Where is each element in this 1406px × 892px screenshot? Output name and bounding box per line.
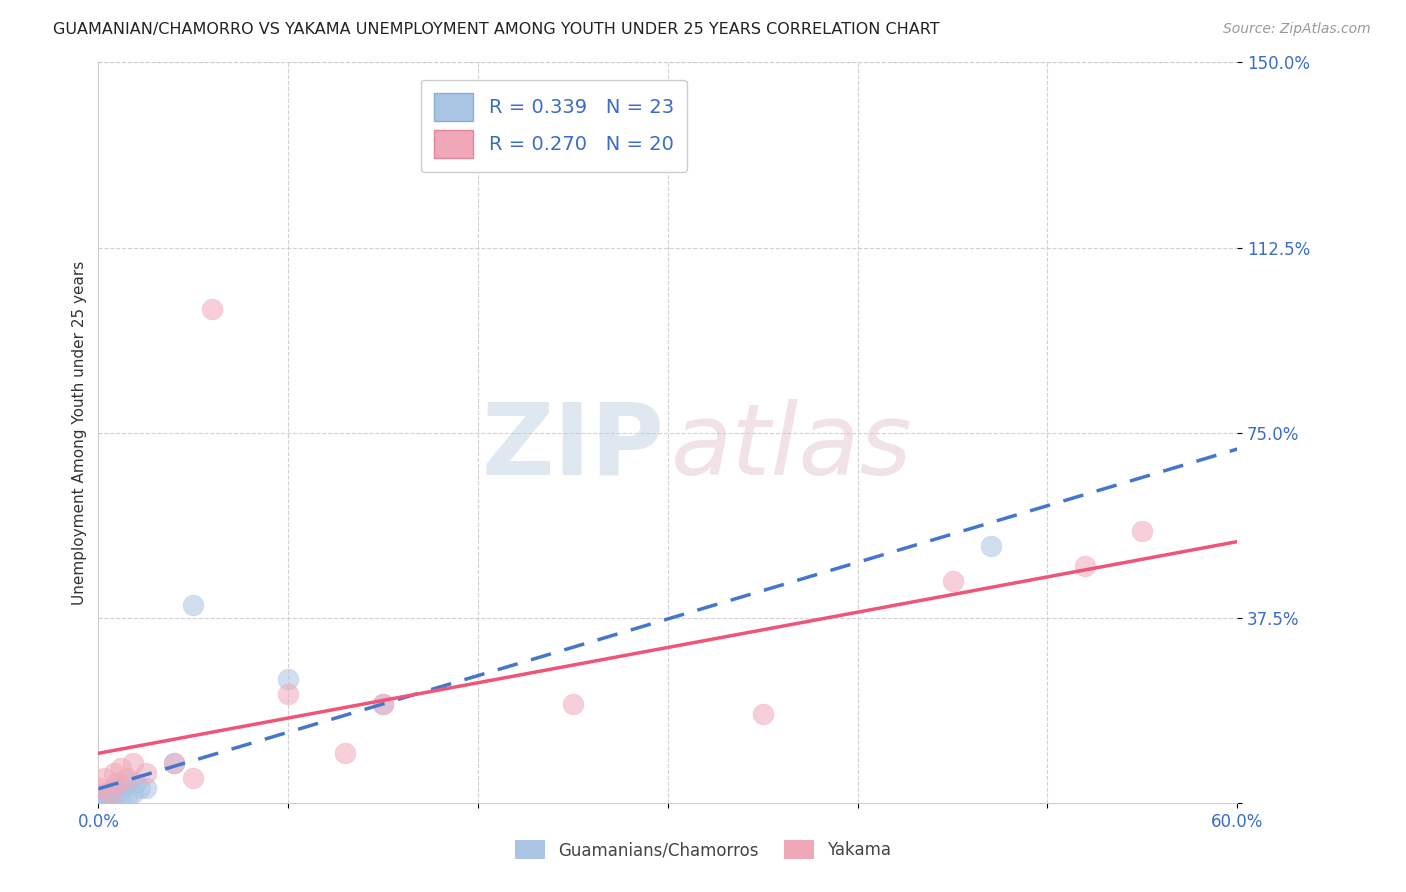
Point [93,786,115,800]
Point [110,761,132,775]
Point [93,771,115,785]
Legend: R = 0.339   N = 23, R = 0.270   N = 20: R = 0.339 N = 23, R = 0.270 N = 20 [420,79,688,171]
Point [163,756,186,771]
Point [104,780,127,795]
Point [135,766,157,780]
Point [115,771,138,785]
Point [163,756,186,771]
Point [183,771,205,785]
Point [89,780,111,795]
Legend: Guamanians/Chamorros, Yakama: Guamanians/Chamorros, Yakama [508,833,898,866]
Point [97,789,120,803]
Point [942,574,965,588]
Point [110,793,132,807]
Point [121,786,143,800]
Point [121,756,143,771]
Point [752,706,775,721]
Point [201,302,224,317]
Point [335,747,357,761]
Point [107,786,129,800]
Point [103,766,125,780]
Point [115,790,138,805]
Point [371,697,394,711]
Point [277,673,299,687]
Point [103,790,125,805]
Point [118,776,141,790]
Point [98,793,121,807]
Text: Source: ZipAtlas.com: Source: ZipAtlas.com [1223,22,1371,37]
Point [125,776,148,790]
Point [277,687,299,701]
Point [1074,558,1097,573]
Text: GUAMANIAN/CHAMORRO VS YAKAMA UNEMPLOYMENT AMONG YOUTH UNDER 25 YEARS CORRELATION: GUAMANIAN/CHAMORRO VS YAKAMA UNEMPLOYMEN… [53,22,941,37]
Point [107,776,129,790]
Point [371,697,394,711]
Point [1132,524,1154,539]
Point [94,790,117,805]
Point [98,786,121,800]
Point [91,793,114,807]
Point [562,697,585,711]
Point [112,780,135,795]
Point [183,599,205,613]
Point [135,780,157,795]
Point [129,780,152,795]
Point [100,783,122,797]
Point [89,790,111,805]
Text: atlas: atlas [671,399,912,496]
Y-axis label: Unemployment Among Youth under 25 years: Unemployment Among Youth under 25 years [72,260,87,605]
Text: ZIP: ZIP [482,399,665,496]
Point [979,539,1001,553]
